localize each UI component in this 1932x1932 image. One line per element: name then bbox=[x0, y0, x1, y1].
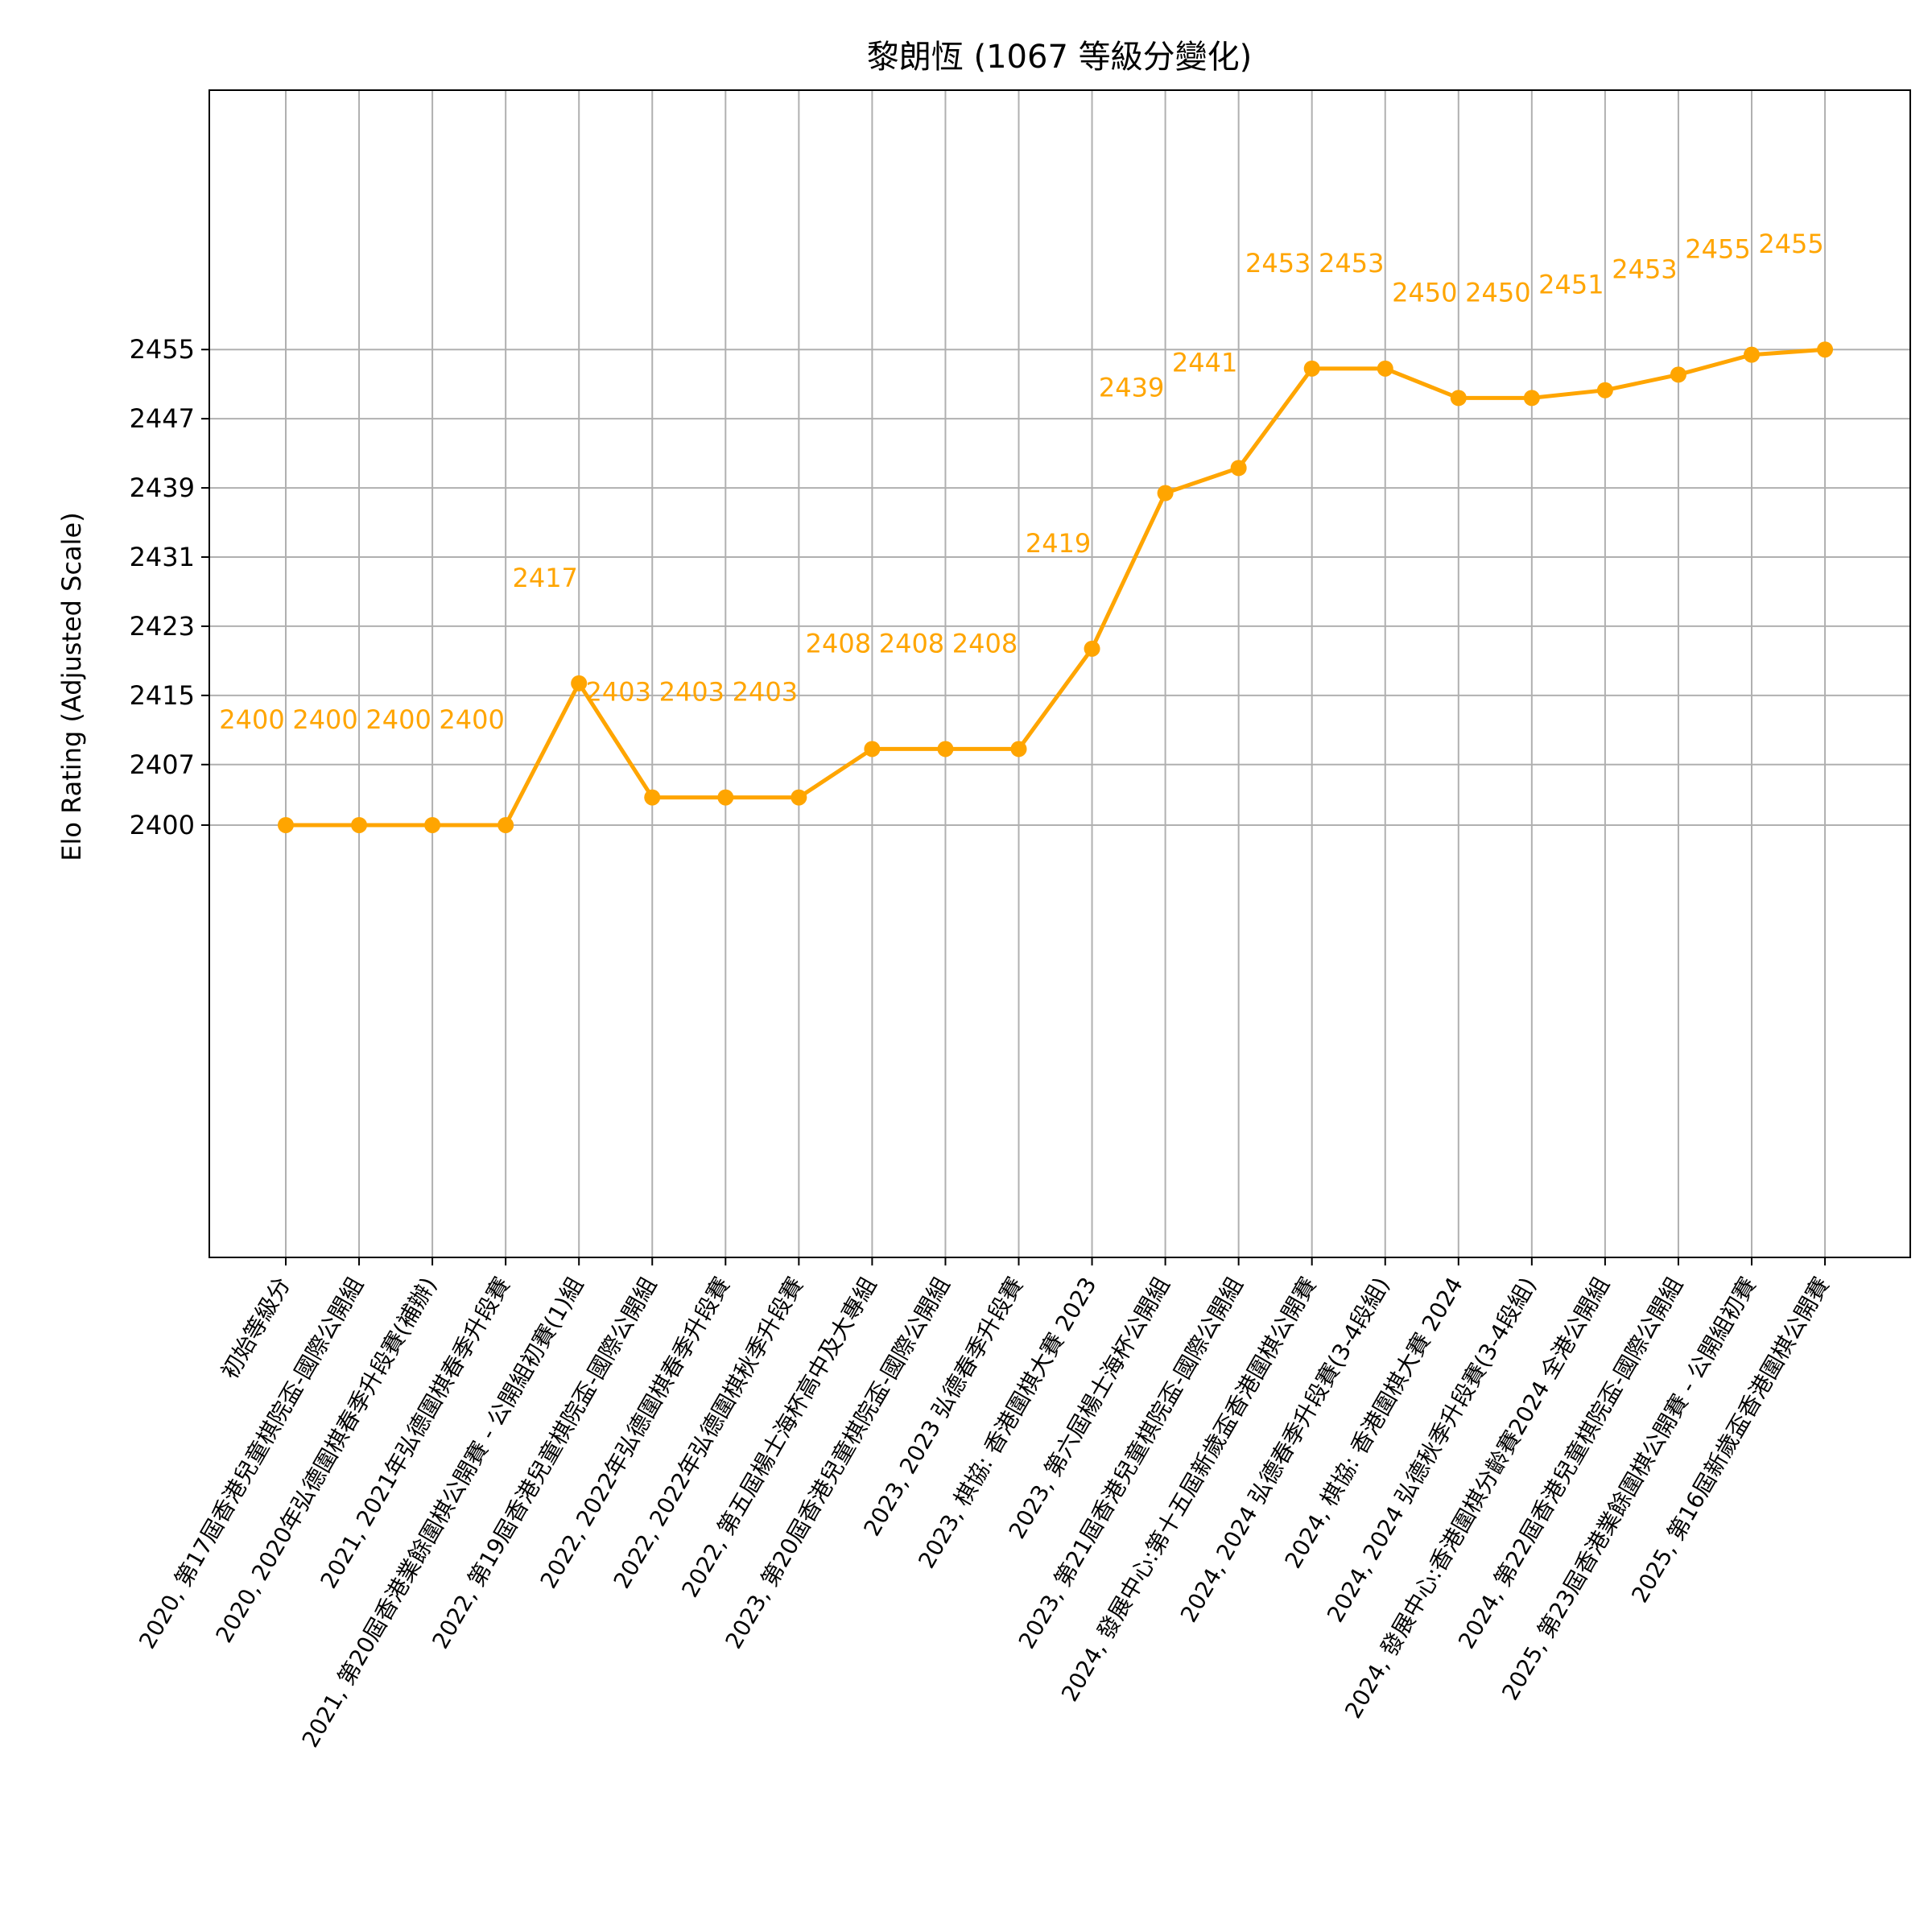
data-label: 2403 bbox=[733, 677, 798, 708]
y-axis-label: Elo Rating (Adjusted Scale) bbox=[56, 512, 87, 861]
data-label: 2455 bbox=[1758, 229, 1823, 259]
data-label: 2419 bbox=[1026, 528, 1091, 559]
data-label: 2451 bbox=[1538, 270, 1604, 300]
y-tick-label: 2455 bbox=[130, 334, 195, 365]
data-point bbox=[1084, 640, 1100, 657]
series-line bbox=[286, 347, 1826, 828]
series-line-layer bbox=[286, 347, 1826, 828]
data-label: 2400 bbox=[219, 704, 284, 735]
data-point bbox=[571, 675, 588, 691]
data-point bbox=[864, 741, 881, 758]
y-tick-label: 2407 bbox=[130, 749, 195, 780]
y-tick-label: 2400 bbox=[130, 810, 195, 840]
data-label: 2417 bbox=[512, 563, 577, 593]
data-label: 2441 bbox=[1172, 347, 1237, 378]
y-tick-label: 2439 bbox=[130, 473, 195, 503]
data-point bbox=[1523, 390, 1540, 407]
data-label: 2450 bbox=[1465, 277, 1530, 308]
data-point bbox=[1230, 460, 1247, 477]
data-point bbox=[717, 789, 734, 806]
data-label: 2453 bbox=[1319, 248, 1384, 279]
data-label: 2455 bbox=[1685, 234, 1750, 265]
data-point bbox=[1744, 346, 1760, 363]
y-tick-label: 2431 bbox=[130, 542, 195, 572]
data-point bbox=[644, 789, 661, 806]
data-label: 2400 bbox=[365, 704, 431, 735]
data-label: 2453 bbox=[1245, 248, 1311, 279]
data-label: 2408 bbox=[806, 628, 871, 658]
data-point bbox=[1377, 360, 1393, 377]
data-point bbox=[1010, 741, 1027, 758]
plot-area-frame bbox=[208, 89, 1911, 1258]
data-point bbox=[1157, 485, 1174, 502]
data-label: 2450 bbox=[1392, 277, 1457, 308]
data-point bbox=[1596, 382, 1613, 398]
data-label: 2408 bbox=[952, 628, 1018, 658]
data-point bbox=[1670, 366, 1686, 383]
y-tick-label: 2447 bbox=[130, 403, 195, 434]
data-points bbox=[278, 341, 1834, 833]
data-point bbox=[1817, 341, 1834, 358]
data-label: 2408 bbox=[879, 628, 944, 658]
data-label: 2403 bbox=[659, 677, 724, 708]
data-label: 2403 bbox=[586, 677, 651, 708]
data-point bbox=[497, 816, 514, 833]
y-tick-label: 2423 bbox=[130, 611, 195, 642]
data-point bbox=[351, 816, 368, 833]
y-tick-label: 2415 bbox=[130, 680, 195, 711]
data-point bbox=[424, 816, 441, 833]
data-point bbox=[791, 789, 807, 806]
data-label: 2439 bbox=[1099, 373, 1164, 403]
y-axis-ticks: 2400 2407 2415 2423 2431 2439 2447 2455 bbox=[130, 334, 209, 840]
data-label: 2400 bbox=[292, 704, 357, 735]
data-point bbox=[1450, 390, 1467, 407]
data-point bbox=[1303, 360, 1320, 377]
data-labels: 2400 2400 2400 2400 2417 2403 2403 2403 2408 2408… bbox=[219, 229, 1823, 735]
data-label: 2453 bbox=[1612, 254, 1677, 284]
data-point bbox=[937, 741, 954, 758]
data-point bbox=[278, 816, 294, 833]
data-label: 2400 bbox=[439, 704, 504, 735]
chart-title: 黎朗恆 (1067 等級分變化) bbox=[867, 39, 1252, 76]
